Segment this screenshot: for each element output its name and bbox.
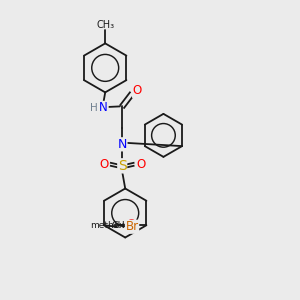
- Text: methoxy: methoxy: [90, 221, 130, 230]
- Text: CH₃: CH₃: [96, 20, 114, 30]
- Text: O: O: [136, 158, 146, 171]
- Text: Br: Br: [125, 220, 139, 233]
- Text: O: O: [99, 158, 108, 171]
- Text: S: S: [118, 159, 127, 173]
- Text: O: O: [126, 218, 136, 231]
- Text: H: H: [90, 103, 98, 113]
- Text: CH₃: CH₃: [111, 221, 129, 230]
- Text: N: N: [118, 138, 127, 151]
- Text: N: N: [99, 101, 108, 114]
- Text: O: O: [133, 84, 142, 98]
